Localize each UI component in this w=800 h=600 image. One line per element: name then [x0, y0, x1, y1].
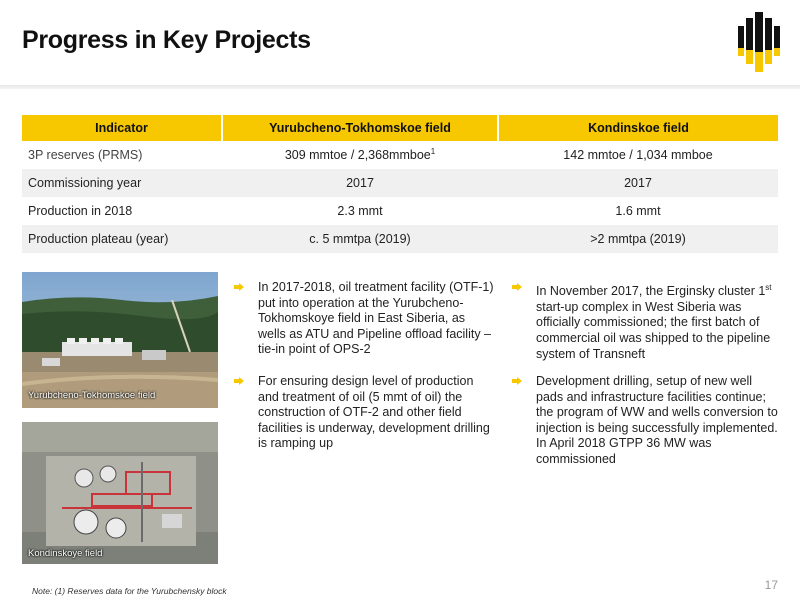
- table-header-row: Indicator Yurubcheno-Tokhomskoe field Ko…: [22, 115, 778, 141]
- arrow-bullet-icon: [512, 377, 522, 385]
- table-row: Production plateau (year) c. 5 mmtpa (20…: [22, 225, 778, 253]
- page-number: 17: [764, 578, 778, 592]
- bullet-otf1: In 2017-2018, oil treatment facility (OT…: [234, 280, 496, 358]
- table-cell-indicator: Commissioning year: [22, 169, 222, 197]
- table-cell-indicator: Production in 2018: [28, 204, 133, 218]
- table-cell-kondinskoe: 142 mmtoe / 1,034 mmboe: [563, 148, 713, 162]
- photo-caption: Yurubcheno-Tokhomskoe field: [28, 390, 156, 401]
- rosneft-logo-icon: [738, 12, 780, 72]
- footnote: Note: (1) Reserves data for the Yurubche…: [32, 586, 227, 596]
- table-cell-kondinskoe: 2017: [498, 169, 778, 197]
- projects-table: Indicator Yurubcheno-Tokhomskoe field Ko…: [22, 115, 778, 253]
- table-cell-yurubcheno: 2.3 mmt: [337, 204, 383, 218]
- arrow-bullet-icon: [512, 283, 522, 291]
- yurubcheno-photo: Yurubcheno-Tokhomskoe field: [21, 272, 219, 408]
- table-cell-kondinskoe: >2 mmtpa (2019): [498, 225, 778, 253]
- table-cell-indicator: 3P reserves (PRMS): [28, 148, 143, 162]
- footnote-marker: 1: [430, 147, 436, 157]
- header-divider: [0, 85, 800, 89]
- table-cell-yurubcheno: c. 5 mmtpa (2019): [222, 225, 498, 253]
- table-row: Commissioning year 2017 2017: [22, 169, 778, 197]
- bullet-development-drilling: Development drilling, setup of new well …: [512, 374, 782, 468]
- table-header-kondinskoe: Kondinskoe field: [498, 115, 778, 141]
- aerial-field-image: [22, 422, 218, 564]
- kondinskoye-photo: Kondinskoye field: [22, 422, 218, 564]
- table-row: 3P reserves (PRMS) 309 mmtoe / 2,368mmbo…: [22, 141, 778, 169]
- bullet-erginsky: In November 2017, the Erginsky cluster 1…: [512, 280, 782, 362]
- table-cell-indicator: Production plateau (year): [22, 225, 222, 253]
- photo-caption: Kondinskoye field: [28, 548, 103, 559]
- table-header-indicator: Indicator: [22, 115, 223, 141]
- bullet-otf2: For ensuring design level of production …: [234, 374, 496, 452]
- table-row: Production in 2018 2.3 mmt 1.6 mmt: [22, 197, 778, 225]
- table-cell-yurubcheno: 2017: [222, 169, 498, 197]
- arrow-bullet-icon: [234, 283, 244, 291]
- table-cell-kondinskoe: 1.6 mmt: [615, 204, 661, 218]
- page-title: Progress in Key Projects: [22, 26, 311, 54]
- table-header-yurubcheno: Yurubcheno-Tokhomskoe field: [222, 115, 499, 141]
- field-landscape-image: [21, 272, 219, 408]
- arrow-bullet-icon: [234, 377, 244, 385]
- table-cell-yurubcheno: 309 mmtoe / 2,368mmboe1: [284, 147, 436, 163]
